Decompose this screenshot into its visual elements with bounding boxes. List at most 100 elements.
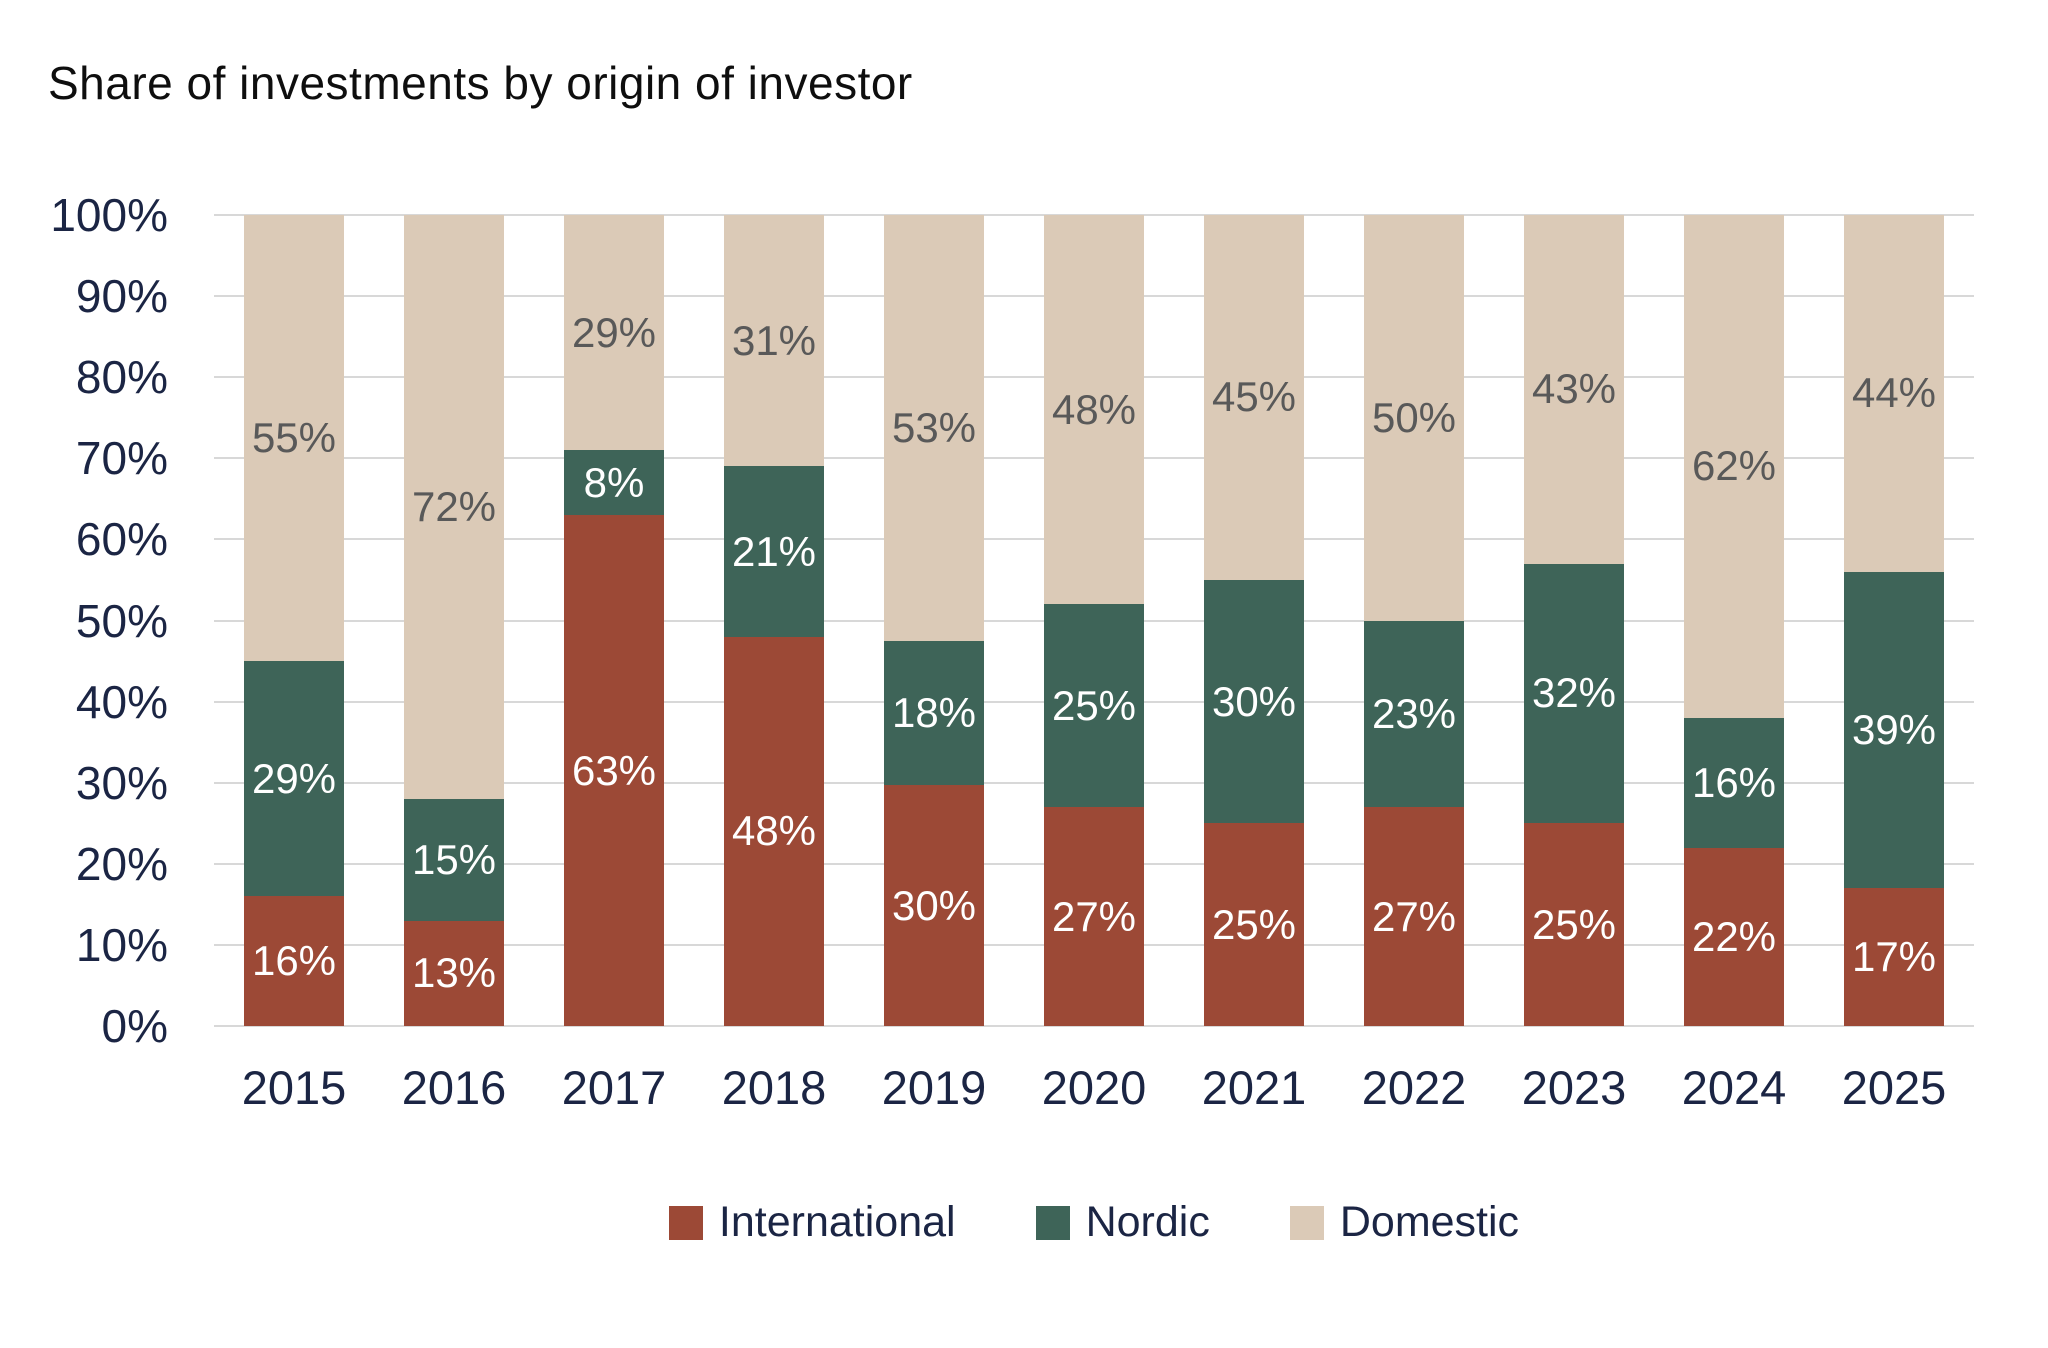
segment-international-2020: 27% [1044, 807, 1144, 1026]
segment-nordic-2023: 32% [1524, 563, 1624, 824]
segment-domestic-2024: 62% [1684, 215, 1784, 718]
segment-nordic-2022: 23% [1364, 620, 1464, 808]
bar-slot-2017: 63% 8% 29% [534, 215, 694, 1026]
legend-label-domestic: Domestic [1339, 1198, 1520, 1246]
legend-swatch-domestic-icon [1289, 1205, 1324, 1240]
bar-2020: 27% 25% 48% [1044, 215, 1144, 1026]
x-tick-label: 2022 [1361, 1061, 1467, 1114]
bar-slot-2018: 48% 21% 31% [694, 215, 854, 1026]
segment-domestic-2025: 44% [1844, 215, 1944, 572]
legend: International Nordic Domestic [214, 1198, 1974, 1247]
bar-label: 23% [1371, 689, 1457, 737]
x-tick-label: 2023 [1521, 1061, 1627, 1114]
x-tick-label: 2020 [1041, 1061, 1147, 1114]
bar-label: 25% [1211, 900, 1297, 948]
legend-label-international: International [718, 1198, 956, 1246]
y-tick-label: 30% [75, 756, 168, 809]
bar-label: 29% [251, 754, 337, 802]
legend-label-nordic: Nordic [1085, 1198, 1210, 1246]
bar-label: 8% [583, 458, 645, 506]
segment-domestic-2018: 31% [724, 215, 824, 467]
bar-label: 30% [891, 881, 977, 929]
segment-domestic-2023: 43% [1524, 215, 1624, 564]
segment-nordic-2018: 21% [724, 466, 824, 637]
legend-item-domestic: Domestic [1289, 1198, 1520, 1247]
legend-swatch-international-icon [668, 1205, 703, 1240]
bar-slot-2023: 25% 32% 43% [1494, 215, 1654, 1026]
bar-2018: 48% 21% 31% [724, 215, 824, 1026]
bar-label: 15% [411, 835, 497, 883]
segment-international-2024: 22% [1684, 847, 1784, 1026]
segment-nordic-2016: 15% [404, 798, 504, 921]
segment-international-2016: 13% [404, 920, 504, 1026]
bar-label: 39% [1851, 706, 1937, 753]
y-tick-label: 20% [75, 837, 168, 890]
gridline-0 [214, 1025, 1974, 1027]
bar-slot-2024: 22% 16% 62% [1654, 215, 1814, 1026]
x-tick-label: 2015 [241, 1061, 347, 1114]
segment-nordic-2024: 16% [1684, 717, 1784, 848]
segment-international-2023: 25% [1524, 823, 1624, 1026]
bar-2021: 25% 30% 45% [1204, 215, 1304, 1026]
bar-slot-2015: 16% 29% 55% [214, 215, 374, 1026]
segment-international-2017: 63% [564, 515, 664, 1026]
bar-label: 48% [731, 807, 817, 855]
x-tick-label: 2025 [1841, 1061, 1947, 1114]
segment-domestic-2016: 72% [404, 215, 504, 799]
y-tick-label: 80% [75, 351, 168, 404]
segment-nordic-2021: 30% [1204, 579, 1304, 824]
bar-label: 18% [891, 688, 977, 736]
bar-label: 31% [731, 316, 817, 364]
bar-label: 30% [1211, 677, 1297, 725]
bar-label: 29% [571, 308, 657, 356]
y-tick-label: 100% [50, 189, 168, 241]
segment-international-2021: 25% [1204, 823, 1304, 1026]
bar-label: 16% [1691, 758, 1777, 806]
segment-domestic-2015: 55% [244, 215, 344, 662]
plot-area: 16% 29% 55% 13% 15% 72% 63% 8% 29% 48% 21% 31% 30% 18… [214, 214, 1974, 1027]
segment-nordic-2019: 18% [884, 640, 984, 786]
bar-2023: 25% 32% 43% [1524, 215, 1624, 1026]
segment-domestic-2019: 53% [884, 215, 984, 641]
bar-label: 48% [1051, 385, 1137, 433]
segment-international-2019: 30% [884, 785, 984, 1026]
bar-label: 43% [1531, 365, 1617, 413]
chart-title: Share of investments by origin of invest… [48, 57, 913, 109]
bars-layer: 16% 29% 55% 13% 15% 72% 63% 8% 29% 48% 21% 31% 30% 18… [214, 215, 1974, 1026]
bar-label: 53% [891, 403, 977, 451]
y-tick-label: 40% [75, 675, 168, 728]
bar-slot-2021: 25% 30% 45% [1174, 215, 1334, 1026]
y-tick-label: 70% [75, 432, 168, 485]
segment-nordic-2025: 39% [1844, 571, 1944, 889]
y-tick-label: 50% [75, 594, 168, 647]
bar-label: 25% [1531, 900, 1617, 948]
segment-international-2022: 27% [1364, 807, 1464, 1026]
y-tick-label: 10% [75, 918, 168, 971]
bar-2016: 13% 15% 72% [404, 215, 504, 1026]
y-axis: 0% 10% 20% 30% 40% 50% 60% 70% 80% 90% 100% [0, 191, 168, 1050]
legend-swatch-nordic-icon [1035, 1205, 1070, 1240]
bar-slot-2016: 13% 15% 72% [374, 215, 534, 1026]
bar-slot-2020: 27% 25% 48% [1014, 215, 1174, 1026]
bar-label: 22% [1691, 912, 1777, 960]
x-tick-label: 2019 [881, 1061, 987, 1114]
segment-nordic-2017: 8% [564, 450, 664, 516]
bar-2017: 63% 8% 29% [564, 215, 664, 1026]
segment-domestic-2022: 50% [1364, 215, 1464, 621]
bar-2022: 27% 23% 50% [1364, 215, 1464, 1026]
bar-label: 72% [411, 482, 497, 530]
segment-international-2015: 16% [244, 896, 344, 1026]
y-tick-label: 60% [75, 513, 168, 566]
x-tick-label: 2017 [561, 1061, 667, 1114]
legend-item-international: International [668, 1198, 956, 1247]
y-tick-label: 0% [101, 1000, 168, 1052]
bar-label: 25% [1051, 681, 1137, 729]
bar-label: 55% [251, 414, 337, 462]
bar-label: 44% [1851, 369, 1937, 417]
bar-slot-2019: 30% 18% 53% [854, 215, 1014, 1026]
bar-2024: 22% 16% 62% [1684, 215, 1784, 1026]
x-axis: 2015 2016 2017 2018 2019 2020 2021 2022 2023 2024… [214, 1060, 1974, 1115]
bar-label: 27% [1051, 892, 1137, 940]
x-tick-label: 2018 [721, 1061, 827, 1114]
bar-label: 50% [1371, 393, 1457, 441]
